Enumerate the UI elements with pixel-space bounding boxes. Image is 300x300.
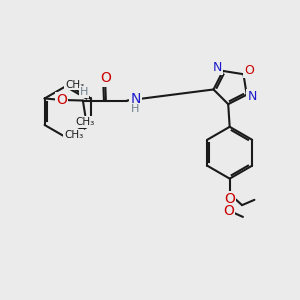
Text: O: O (224, 192, 235, 206)
Text: O: O (244, 64, 254, 77)
Text: CH₃: CH₃ (65, 80, 84, 90)
Text: H: H (80, 87, 88, 97)
Text: CH₃: CH₃ (76, 117, 95, 127)
Text: N: N (213, 61, 222, 74)
Text: O: O (223, 204, 234, 218)
Text: N: N (130, 92, 141, 106)
Text: H: H (130, 104, 139, 114)
Text: O: O (56, 93, 67, 107)
Text: CH₃: CH₃ (64, 130, 83, 140)
Text: N: N (247, 90, 257, 103)
Text: O: O (100, 71, 111, 85)
